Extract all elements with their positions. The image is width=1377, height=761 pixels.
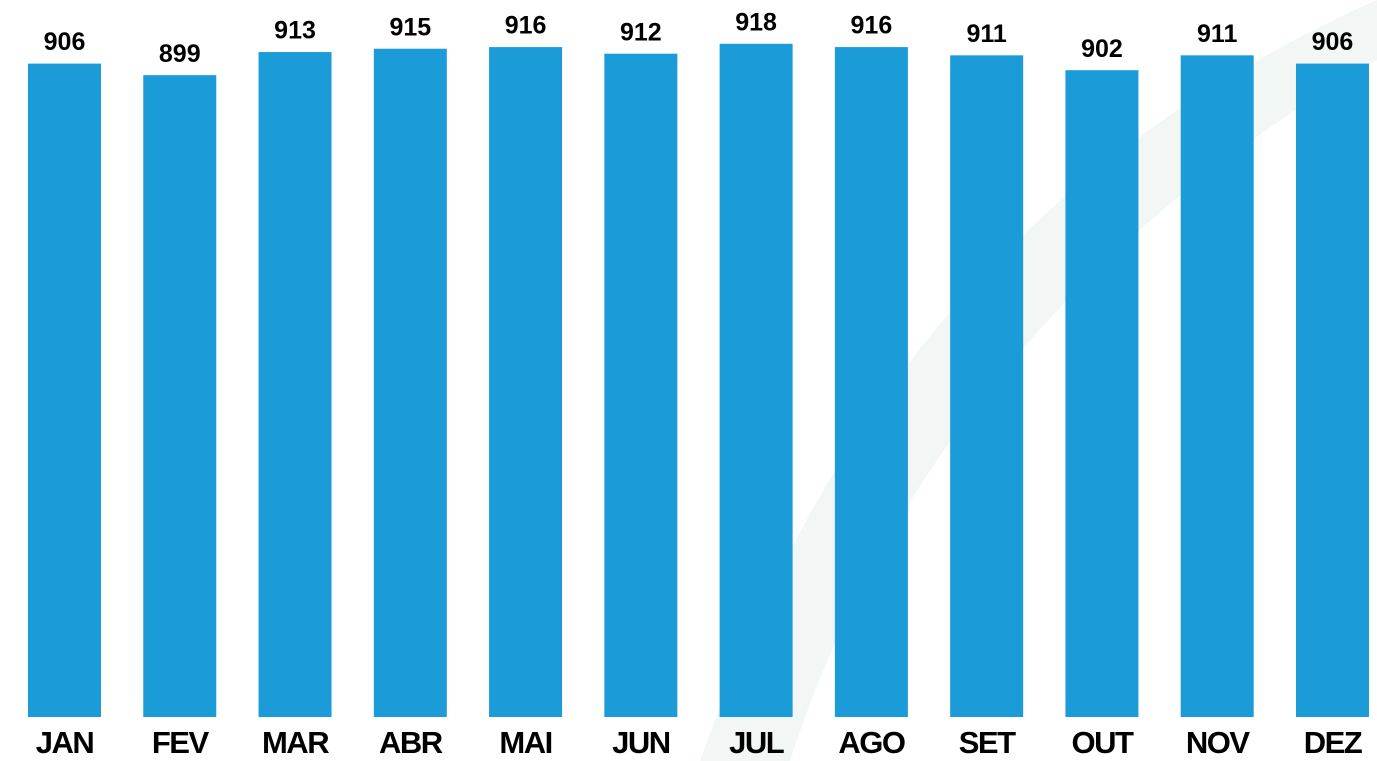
value-label: 916 — [505, 12, 547, 40]
value-label: 899 — [159, 40, 201, 68]
bar — [834, 47, 908, 718]
bar — [604, 53, 678, 717]
x-tick-label: ABR — [379, 725, 443, 760]
bar — [258, 52, 332, 718]
value-label: 902 — [1081, 35, 1123, 63]
bar — [1295, 63, 1369, 718]
value-label: 915 — [389, 13, 431, 41]
x-tick-label: MAR — [262, 725, 329, 760]
value-label: 912 — [620, 18, 662, 46]
bar — [143, 75, 217, 717]
value-label: 911 — [1197, 20, 1237, 48]
x-tick-label: SET — [959, 725, 1016, 760]
x-tick-label: AGO — [838, 725, 905, 760]
x-tick-label: JUL — [729, 725, 784, 760]
bar — [373, 48, 447, 717]
value-label: 913 — [274, 17, 316, 45]
x-tick-label: MAI — [499, 725, 551, 760]
x-tick-label: DEZ — [1304, 725, 1363, 760]
bar — [1180, 55, 1254, 718]
bar — [1065, 70, 1139, 717]
value-label: 911 — [966, 20, 1006, 48]
x-tick-label: NOV — [1186, 725, 1251, 760]
value-label: 906 — [44, 28, 86, 56]
value-label: 916 — [851, 12, 893, 40]
value-label: 918 — [735, 8, 777, 36]
x-tick-label: FEV — [152, 725, 210, 760]
bar — [950, 55, 1024, 718]
x-tick-label: JAN — [36, 725, 94, 760]
bar — [719, 43, 793, 718]
bar — [28, 63, 101, 718]
x-tick-label: JUN — [612, 725, 670, 760]
background-swoosh — [700, 0, 1377, 761]
bar — [489, 47, 563, 718]
x-tick-label: OUT — [1071, 725, 1134, 760]
value-label: 906 — [1312, 28, 1354, 56]
